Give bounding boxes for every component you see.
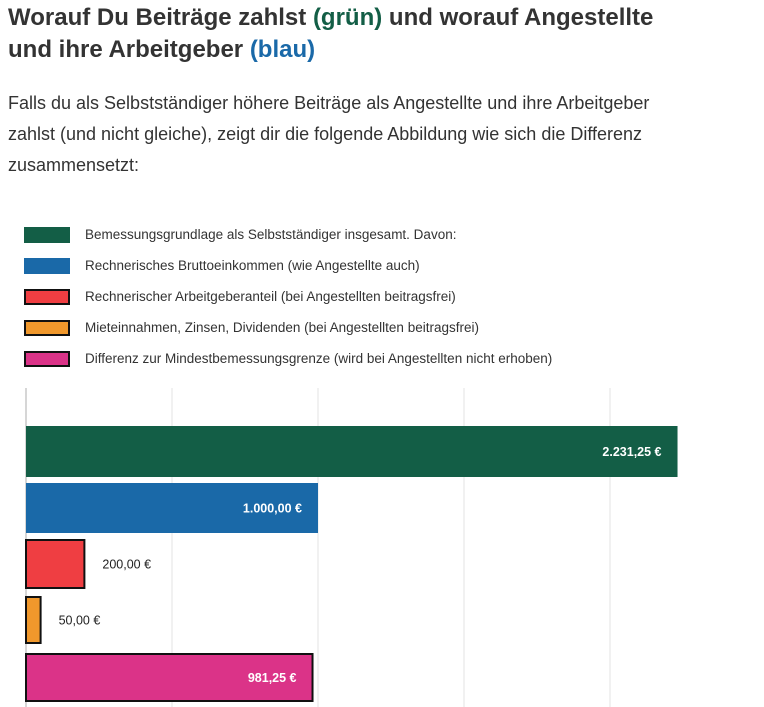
legend-item: Differenz zur Mindestbemessungsgrenze (w… [24, 348, 552, 369]
intro-paragraph: Falls du als Selbstständiger höhere Beit… [8, 88, 764, 181]
bar [25, 653, 314, 702]
bar [25, 539, 86, 589]
intro-line: zusammensetzt: [8, 155, 140, 175]
legend-item: Mieteinnahmen, Zinsen, Dividenden (bei A… [24, 317, 552, 338]
bar-value-label: 1.000,00 € [243, 502, 302, 516]
bar-value-label: 981,25 € [248, 671, 297, 685]
legend-item: Rechnerischer Arbeitgeberanteil (bei Ang… [24, 286, 552, 307]
legend-label: Differenz zur Mindestbemessungsgrenze (w… [85, 351, 553, 366]
legend-item: Bemessungsgrundlage als Selbstständiger … [24, 224, 552, 245]
bar [26, 426, 678, 477]
legend-swatch [24, 350, 70, 367]
heading-text: und ihre Arbeitgeber [8, 36, 250, 63]
legend-label: Bemessungsgrundlage als Selbstständiger … [85, 227, 457, 242]
heading-text: Worauf Du Beiträge zahlst [8, 4, 313, 31]
heading-green-marker: (grün) [312, 4, 383, 31]
legend-swatch [24, 226, 70, 243]
legend-swatch [24, 257, 70, 274]
chart-legend: Bemessungsgrundlage als Selbstständiger … [24, 224, 552, 379]
legend-label: Rechnerischer Arbeitgeberanteil (bei Ang… [85, 289, 456, 304]
heading-line-1: Worauf Du Beiträge zahlst (grün) und wor… [8, 4, 653, 31]
heading-line-2: und ihre Arbeitgeber (blau) [8, 36, 315, 63]
bar-chart: 2.231,25 € 1.000,00 € 200,00 € 50,00 € 981,2… [25, 388, 678, 707]
bar-value-label: 2.231,25 € [602, 445, 661, 459]
bar [26, 483, 318, 533]
page-heading: Worauf Du Beiträge zahlst (grün) und wor… [8, 2, 653, 66]
heading-text: und worauf Angestellte [382, 4, 654, 31]
intro-line: Falls du als Selbstständiger höhere Beit… [8, 93, 650, 113]
bar-value-label: 200,00 € [102, 558, 151, 572]
legend-swatch [24, 319, 70, 336]
bar [25, 596, 42, 644]
legend-label: Mieteinnahmen, Zinsen, Dividenden (bei A… [85, 320, 479, 335]
legend-swatch [24, 288, 70, 305]
legend-label: Rechnerisches Bruttoeinkommen (wie Anges… [85, 258, 420, 273]
legend-item: Rechnerisches Bruttoeinkommen (wie Anges… [24, 255, 552, 276]
intro-line: zahlst (und nicht gleiche), zeigt dir di… [8, 124, 643, 144]
heading-blue-marker: (blau) [249, 36, 316, 63]
bar-value-label: 50,00 € [59, 614, 101, 628]
